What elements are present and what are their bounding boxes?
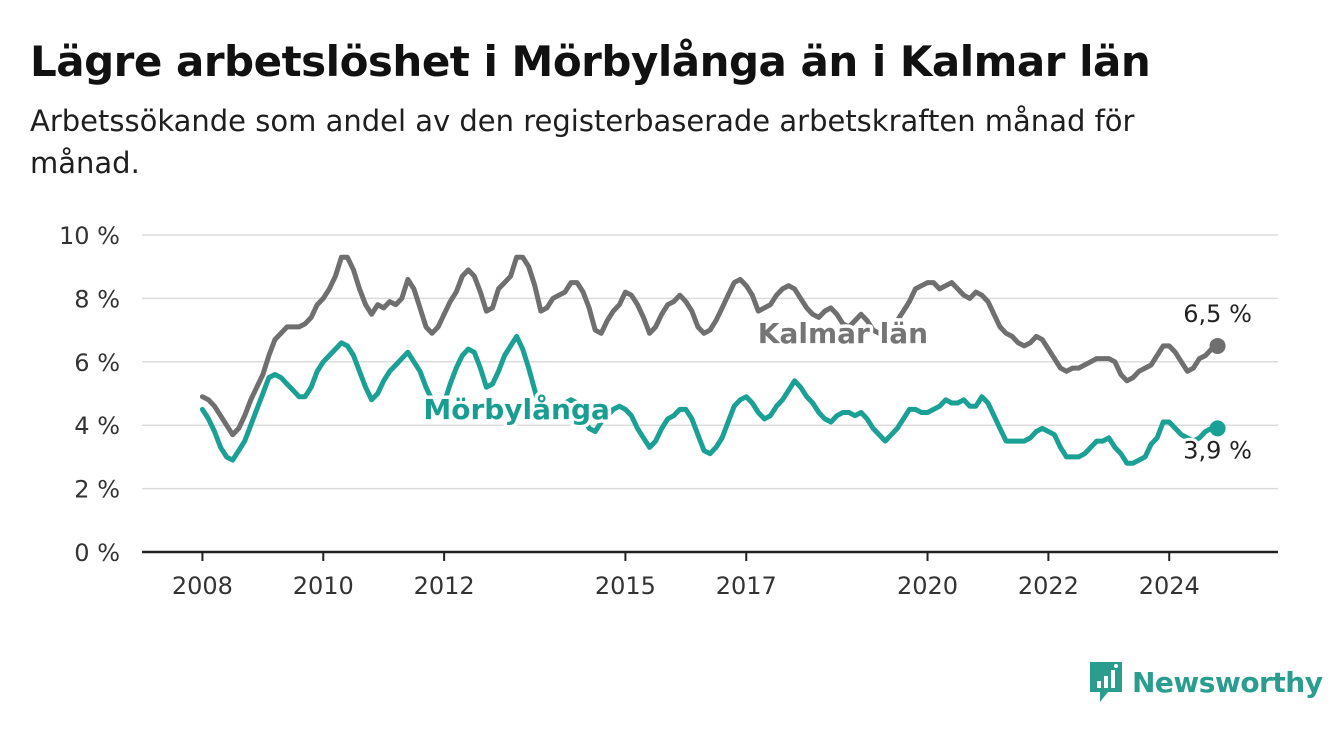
y-tick-label: 10 % [59,222,120,250]
y-tick-label: 8 % [74,285,120,313]
y-axis-labels: 0 % 2 % 4 % 6 % 8 % 10 % [59,222,120,567]
y-tick-label: 4 % [74,412,120,440]
series-labels: Kalmar län 6,5 % Mörbylånga 3,9 % [420,297,1255,467]
series-label-kalmar-l-n: Kalmar län [758,317,928,350]
end-point-m-rbyl-nga [1209,420,1226,437]
end-point-kalmar-l-n [1209,337,1226,354]
series-lines [199,254,1226,466]
x-tick-label: 2012 [414,572,475,600]
x-tick-label: 2024 [1139,572,1200,600]
brand-logo: Newsworthy [1088,660,1323,704]
x-tick-label: 2017 [716,572,777,600]
series-line-m-rbyl-nga [199,333,1221,466]
end-value-label-m-rbyl-nga: 3,9 % [1183,436,1252,464]
series-line-kalmar-l-n [199,254,1221,438]
x-tick-label: 2010 [293,572,354,600]
chart-subtitle: Arbetssökande som andel av den registerb… [30,104,1135,180]
x-tick-label: 2020 [897,572,958,600]
x-tick-label: 2015 [595,572,656,600]
brand-name: Newsworthy [1132,665,1323,699]
chart-title: Lägre arbetslöshet i Mörbylånga än i Kal… [30,37,1151,86]
x-tick-label: 2022 [1018,572,1079,600]
y-tick-label: 0 % [74,539,120,567]
series-label-m-rbyl-nga: Mörbylånga [423,393,610,426]
newsworthy-logo-icon [1090,662,1122,702]
x-tick-label: 2008 [172,572,233,600]
x-axis: 2008 2010 2012 2015 2017 2020 2022 2024 [142,550,1278,600]
y-tick-label: 2 % [74,476,120,504]
end-value-label-kalmar-l-n: 6,5 % [1183,300,1252,328]
y-tick-label: 6 % [74,349,120,377]
